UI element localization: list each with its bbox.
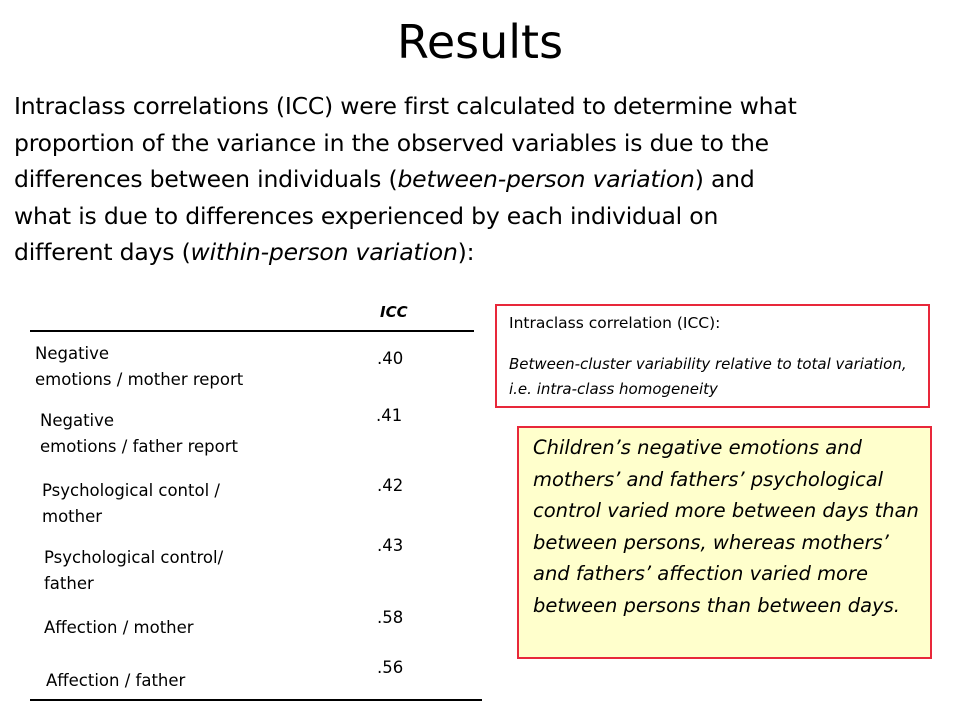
row-label-line: father	[44, 574, 94, 593]
intro-emphasis-between: between-person variation	[397, 165, 695, 193]
intro-line-3: differences between individuals (between…	[14, 161, 914, 198]
table-top-rule	[30, 330, 474, 332]
intro-paragraph: Intraclass correlations (ICC) were first…	[14, 88, 914, 271]
intro-line-2: proportion of the variance in the observ…	[14, 128, 769, 157]
row-label-line: Psychological contol /	[42, 481, 220, 500]
row-label-psych-control-mother: Psychological contol / mother	[42, 478, 220, 530]
intro-text: differences between individuals (	[14, 165, 398, 193]
row-value-neg-emotions-father: .41	[376, 406, 403, 425]
intro-line-1: Intraclass correlations (ICC) were first…	[14, 92, 797, 120]
intro-text: different days (	[14, 238, 191, 266]
row-label-line: mother	[42, 507, 103, 526]
row-label-line: Negative	[40, 411, 115, 430]
row-label-affection-father: Affection / father	[46, 671, 186, 690]
row-value-affection-father: .56	[377, 658, 404, 677]
icc-definition-box: Intraclass correlation (ICC): Between-cl…	[495, 304, 930, 408]
conclusion-note-box: Children’s negative emotions and mothers…	[517, 426, 932, 659]
row-label-line: Psychological control/	[44, 548, 224, 567]
table-bottom-rule	[30, 699, 482, 701]
conclusion-text: Children’s negative emotions and mothers…	[533, 436, 919, 617]
row-label-line: Negative	[35, 344, 110, 363]
icc-column-header: ICC	[380, 303, 408, 321]
intro-emphasis-within: within-person variation	[190, 238, 458, 266]
intro-text: ) and	[694, 165, 755, 193]
intro-text: ):	[457, 238, 475, 266]
row-label-line: emotions / mother report	[35, 370, 244, 389]
intro-line-4: what is due to differences experienced b…	[14, 201, 719, 230]
row-value-affection-mother: .58	[377, 608, 404, 627]
row-value-psych-control-father: .43	[377, 536, 404, 555]
definition-title: Intraclass correlation (ICC):	[509, 314, 721, 332]
row-label-neg-emotions-mother: Negative emotions / mother report	[35, 341, 243, 393]
definition-body: Between-cluster variability relative to …	[509, 355, 907, 398]
row-label-affection-mother: Affection / mother	[44, 618, 194, 637]
intro-line-5: different days (within-person variation)…	[14, 234, 914, 271]
row-value-neg-emotions-mother: .40	[377, 349, 404, 368]
slide-title: Results	[396, 15, 564, 69]
row-label-neg-emotions-father: Negative emotions / father report	[40, 408, 238, 460]
row-label-psych-control-father: Psychological control/ father	[44, 545, 223, 597]
row-value-psych-control-mother: .42	[377, 476, 404, 495]
row-label-line: emotions / father report	[40, 437, 238, 456]
